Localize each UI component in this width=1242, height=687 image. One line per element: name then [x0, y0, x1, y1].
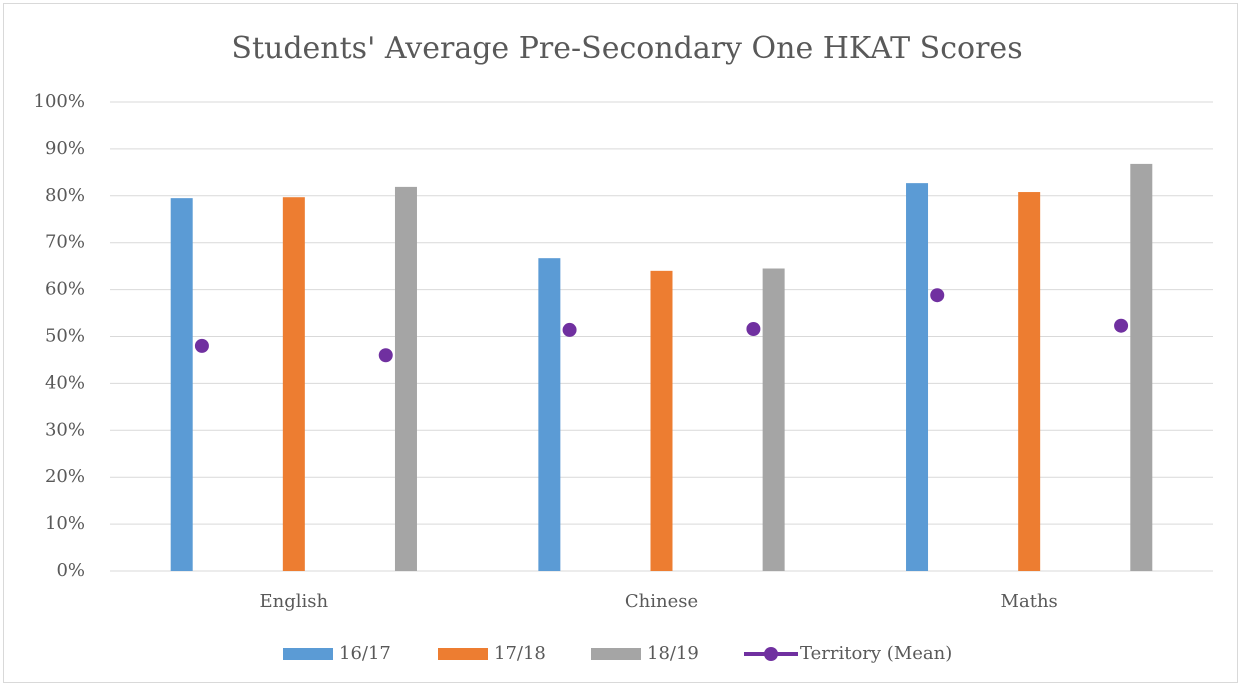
y-tick-label: 50%	[45, 326, 85, 347]
bar	[762, 268, 785, 571]
point	[1114, 318, 1129, 333]
y-tick-label: 0%	[56, 560, 85, 581]
bar	[170, 198, 193, 571]
point	[746, 321, 761, 336]
legend-swatch	[591, 648, 641, 660]
y-tick-label: 70%	[45, 232, 85, 253]
legend-label: 18/19	[647, 643, 699, 664]
x-tick-label: Chinese	[625, 591, 698, 612]
chart-title: Students' Average Pre-Secondary One HKAT…	[231, 31, 1022, 66]
y-tick-label: 10%	[45, 513, 85, 534]
bar	[538, 258, 561, 571]
point	[378, 348, 393, 363]
legend-label: Territory (Mean)	[800, 643, 952, 664]
legend-label: 16/17	[339, 643, 391, 664]
legend-swatch	[438, 648, 488, 660]
bar	[282, 197, 305, 571]
point	[930, 288, 945, 303]
x-tick-label: English	[260, 591, 329, 612]
y-tick-label: 60%	[45, 279, 85, 300]
point	[562, 322, 577, 337]
bar	[1018, 192, 1041, 571]
y-tick-label: 100%	[34, 91, 85, 112]
bar	[906, 183, 929, 571]
legend-label: 17/18	[494, 643, 546, 664]
y-tick-label: 40%	[45, 372, 85, 393]
x-tick-label: Maths	[1001, 591, 1058, 612]
y-tick-label: 80%	[45, 185, 85, 206]
y-tick-label: 90%	[45, 138, 85, 159]
bar	[1130, 163, 1153, 571]
y-tick-label: 20%	[45, 466, 85, 487]
bar	[650, 270, 673, 571]
y-tick-label: 30%	[45, 419, 85, 440]
legend-swatch	[283, 648, 333, 660]
point	[194, 338, 209, 353]
bar	[394, 186, 417, 572]
legend-swatch	[764, 647, 778, 661]
